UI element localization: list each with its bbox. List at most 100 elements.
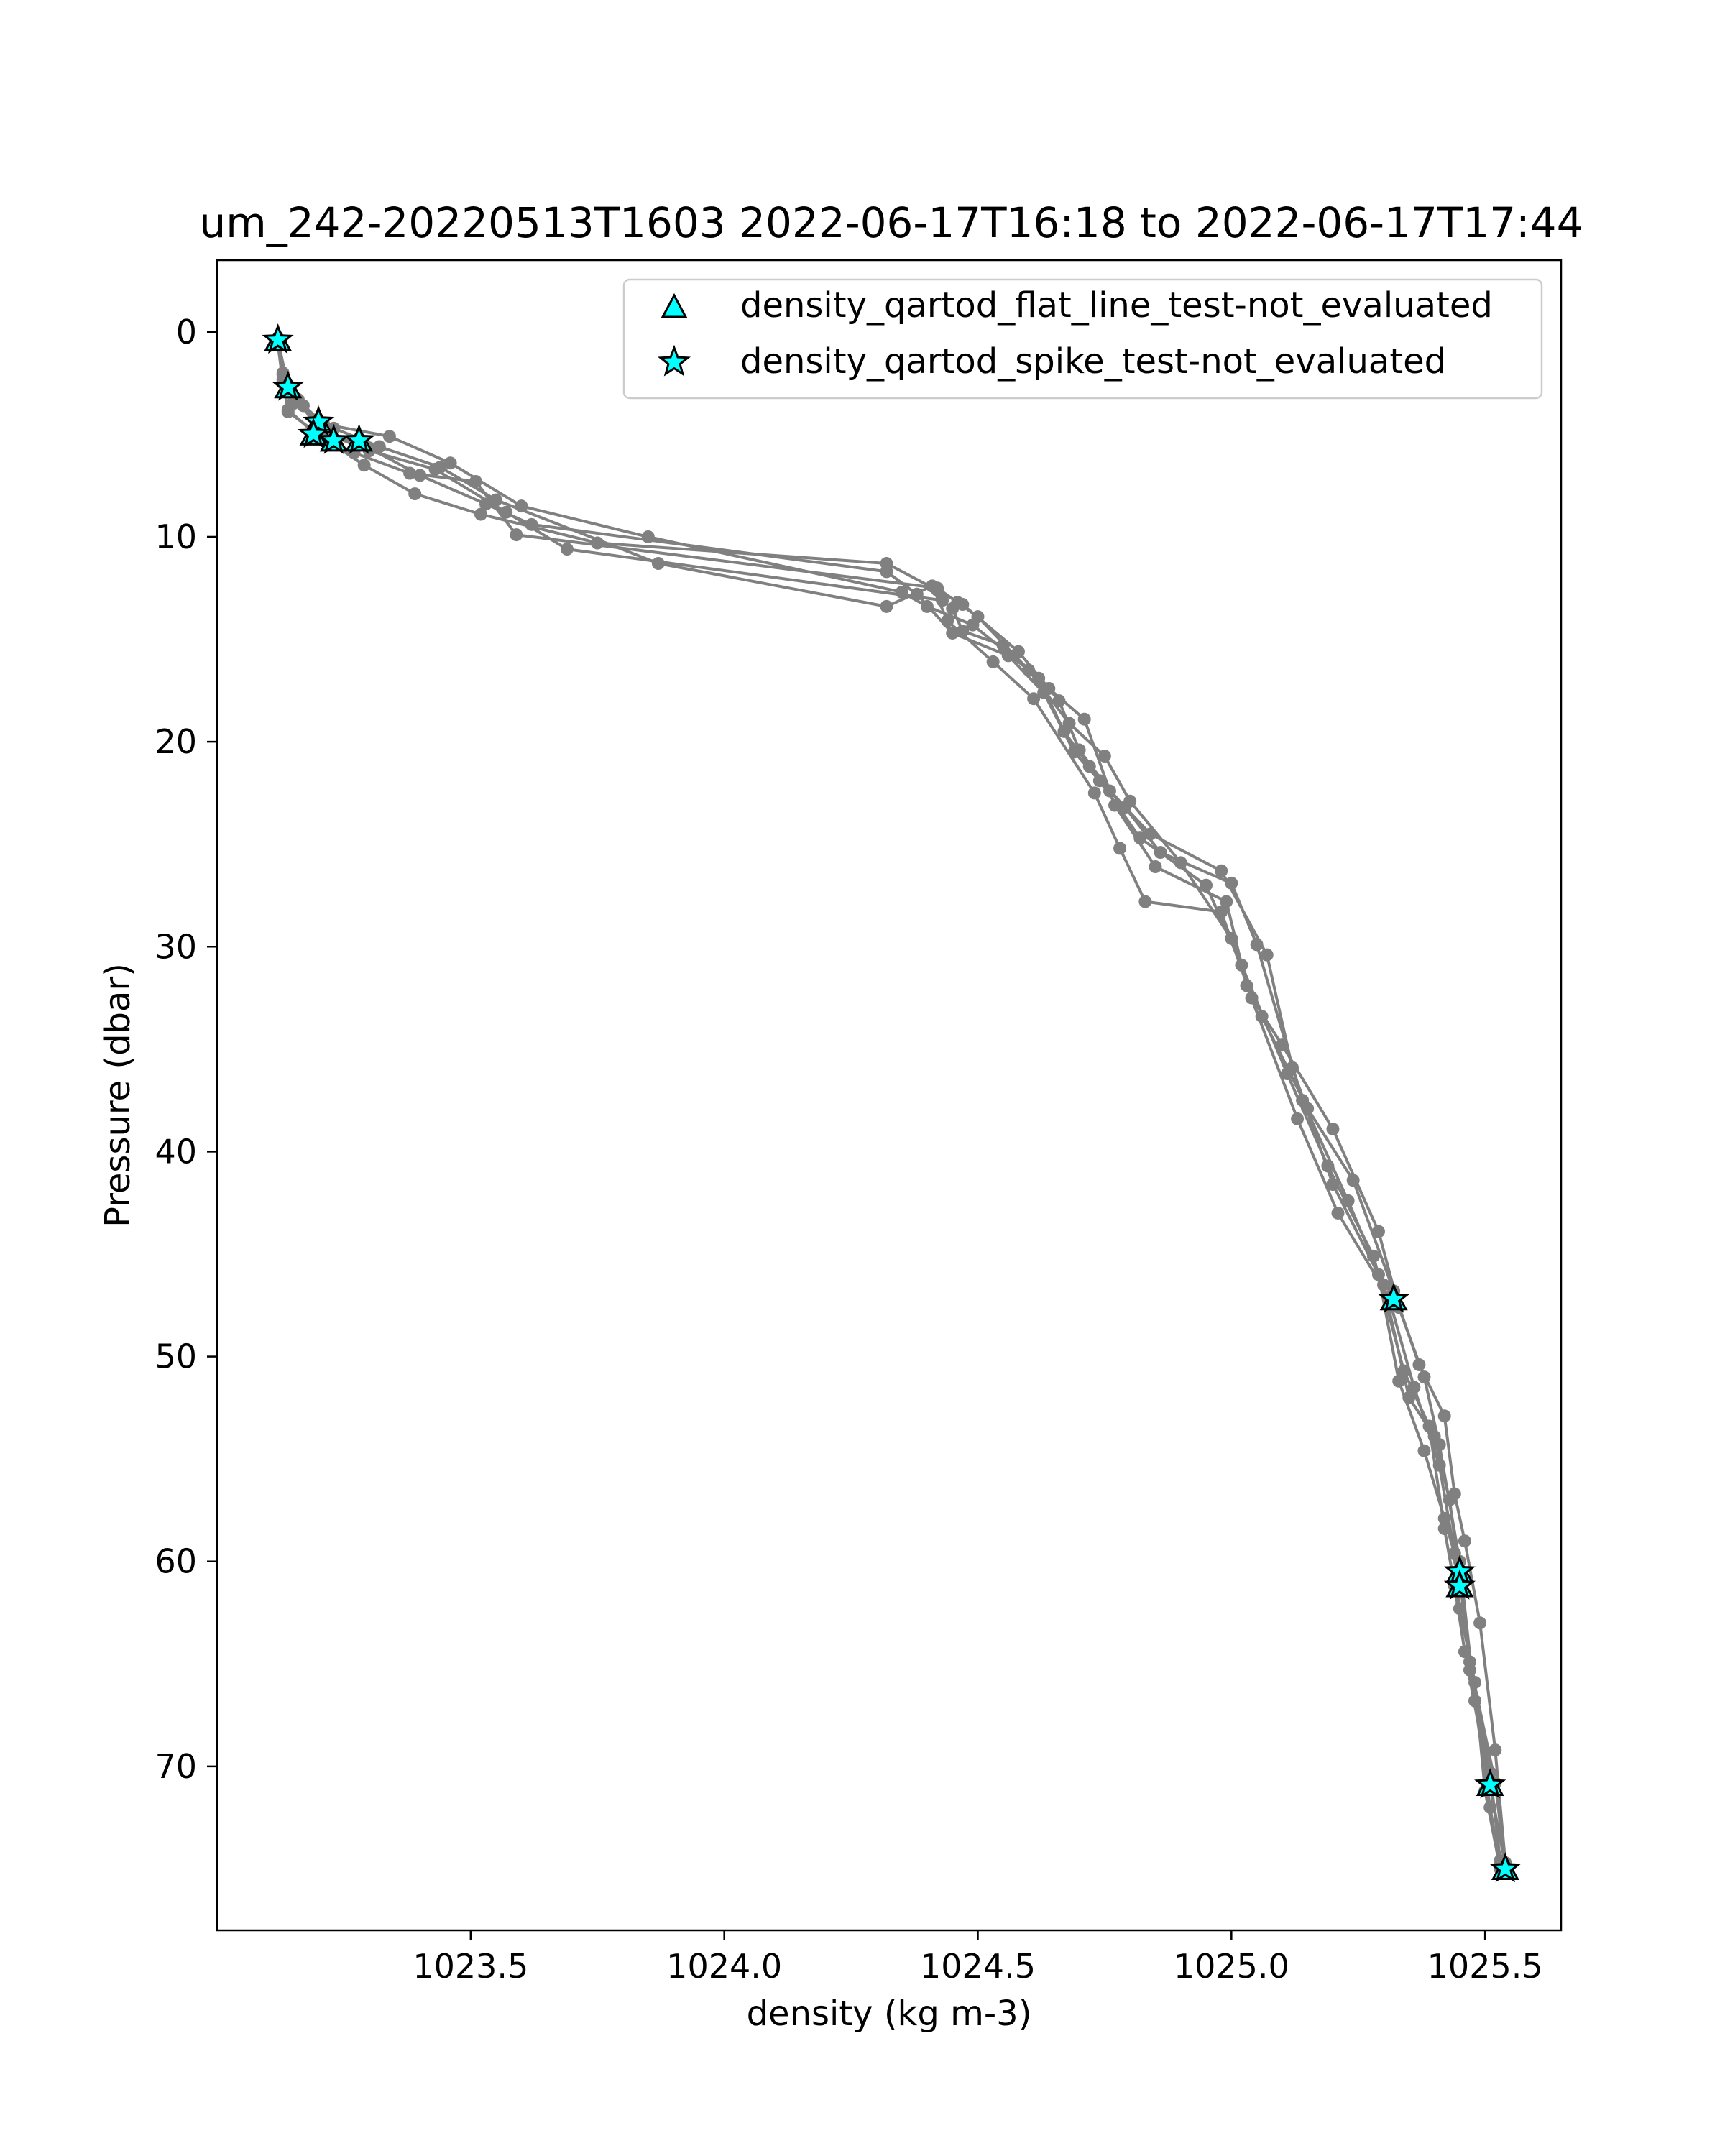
profile-point	[1108, 798, 1122, 812]
profile-point	[1245, 991, 1259, 1005]
y-tick-label: 10	[155, 517, 197, 556]
profile-point	[510, 528, 523, 542]
profile-point	[1371, 1225, 1385, 1238]
y-axis-label: Pressure (dbar)	[98, 963, 138, 1227]
profile-point	[1250, 938, 1264, 952]
profile-point	[408, 487, 422, 501]
profile-point	[1402, 1391, 1416, 1404]
profile-point	[372, 440, 386, 453]
profile-point	[1417, 1444, 1431, 1457]
spike-flag-marker	[1474, 1768, 1506, 1799]
profile-point	[1077, 712, 1091, 726]
profile-point	[880, 599, 893, 613]
profile-point	[1321, 1159, 1335, 1173]
x-tick-label: 1024.0	[666, 1947, 782, 1986]
spike-flag-marker	[1443, 1569, 1476, 1600]
profile-point	[382, 430, 396, 443]
profile-point	[1174, 856, 1187, 870]
profile-point	[286, 397, 300, 410]
profile-point	[941, 614, 954, 627]
profile-point	[1473, 1616, 1487, 1630]
profile-point	[1087, 786, 1101, 800]
legend-label-flat-line: density_qartod_flat_line_test-not_evalua…	[740, 285, 1493, 326]
profile-point	[357, 459, 371, 472]
y-axis-ticks: 0 10 20 30 40 50 60 70	[155, 313, 217, 1786]
profile-point	[525, 517, 538, 531]
plot-frame	[216, 259, 1563, 1932]
profile-point	[651, 557, 665, 571]
x-tick-label: 1024.5	[920, 1947, 1036, 1986]
profile-point	[1291, 1112, 1305, 1125]
profile-line-5	[276, 344, 1507, 1864]
spike-flag-marker	[262, 323, 294, 354]
x-axis-label: density (kg m-3)	[747, 1994, 1032, 2034]
flag-markers	[262, 323, 1522, 1883]
profile-point	[1484, 1800, 1497, 1814]
legend-triangle-marker	[661, 292, 688, 318]
profile-point	[1062, 717, 1076, 730]
y-tick-label: 40	[155, 1132, 197, 1171]
profile-point	[1220, 895, 1233, 908]
profile-point	[1200, 878, 1213, 892]
profile-point	[1215, 864, 1228, 877]
profile-point	[1468, 1694, 1482, 1708]
profile-point	[443, 456, 457, 470]
x-axis-ticks: 1023.5 1024.0 1024.5 1025.0 1025.5	[413, 1930, 1543, 1986]
profile-point	[1453, 1602, 1466, 1616]
spike-flag-marker	[303, 405, 335, 436]
profile-point	[1392, 1374, 1406, 1388]
profile-point	[986, 655, 1000, 668]
y-tick-label: 70	[155, 1747, 197, 1786]
profile-point	[1366, 1249, 1380, 1263]
profile-point	[1458, 1534, 1471, 1548]
x-tick-label: 1025.5	[1427, 1947, 1543, 1986]
profile-point	[1022, 663, 1036, 677]
profile-point	[489, 493, 503, 507]
profile-point	[1438, 1409, 1451, 1423]
profile-point	[433, 461, 447, 474]
profile-point	[1417, 1370, 1431, 1384]
y-tick-label: 60	[155, 1542, 197, 1581]
spike-flag-marker	[343, 423, 375, 454]
profile-point	[1138, 895, 1152, 908]
chart-title: um_242-20220513T1603 2022-06-17T16:18 to…	[200, 198, 1583, 247]
profile-point	[1438, 1522, 1451, 1536]
profile-point	[1326, 1123, 1340, 1136]
y-tick-label: 20	[155, 722, 197, 761]
profile-point	[1432, 1438, 1446, 1452]
spike-flag-marker	[1378, 1282, 1410, 1313]
y-tick-label: 50	[155, 1337, 197, 1376]
profile-point	[1082, 760, 1096, 773]
profile-line-4	[276, 338, 1502, 1869]
profile-point	[1113, 842, 1127, 855]
profile-point	[1331, 1206, 1345, 1220]
profile-point	[1092, 774, 1106, 788]
x-tick-label: 1025.0	[1174, 1947, 1289, 1986]
profile-point	[1275, 1038, 1289, 1052]
profile-point	[1215, 905, 1228, 918]
profile-point	[1225, 876, 1238, 890]
profile-line-6	[276, 341, 1502, 1867]
profile-point	[403, 466, 417, 480]
profile-point	[880, 565, 893, 579]
profile-line-3	[276, 339, 1507, 1866]
profile-point	[474, 507, 487, 521]
profile-point	[1260, 948, 1274, 962]
y-tick-label: 30	[155, 927, 197, 966]
legend-box	[622, 278, 1543, 400]
profile-point	[1468, 1675, 1482, 1689]
spike-flag-marker	[272, 370, 304, 401]
profile-point	[1123, 794, 1137, 808]
profile-point	[1489, 1743, 1502, 1757]
y-tick-label: 0	[176, 313, 197, 351]
legend-label-spike: density_qartod_spike_test-not_evaluated	[740, 341, 1446, 382]
spike-flag-marker	[297, 418, 330, 448]
profile-point	[971, 610, 985, 624]
profile-point	[1098, 750, 1111, 763]
profile-point	[1149, 860, 1162, 874]
profile-point	[951, 596, 965, 609]
x-tick-label: 1023.5	[413, 1947, 528, 1986]
legend: density_qartod_flat_line_test-not_evalua…	[622, 278, 1543, 400]
spike-flag-marker	[1489, 1852, 1522, 1883]
